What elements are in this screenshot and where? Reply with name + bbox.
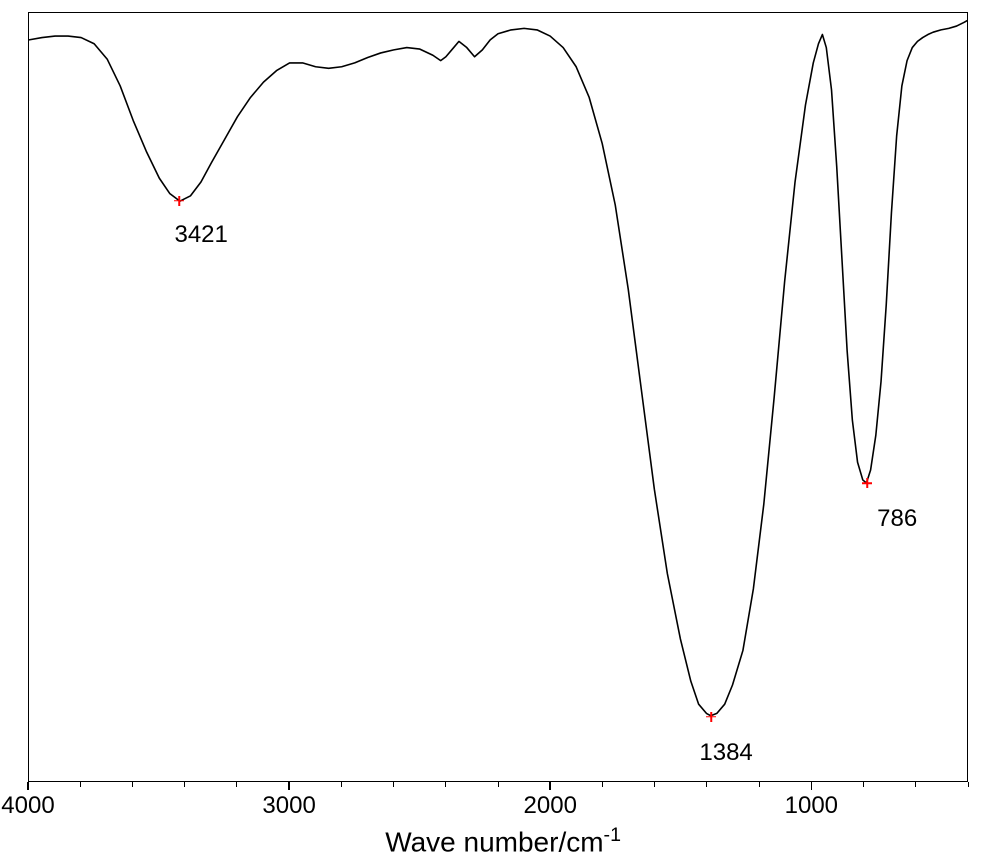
x-tick-label: 2000 bbox=[524, 792, 577, 820]
ir-spectrum-chart: 4000 3000 2000 1000 3421 1384 786 Wave number… bbox=[0, 0, 984, 864]
peak-label: 786 bbox=[877, 505, 917, 533]
peak-label: 3421 bbox=[174, 221, 227, 249]
x-axis-label-text: Wave number/cm bbox=[385, 826, 603, 857]
x-tick-minor bbox=[863, 782, 864, 787]
x-tick-label: 4000 bbox=[1, 792, 54, 820]
x-tick-label: 3000 bbox=[262, 792, 315, 820]
x-axis-label-sup: -1 bbox=[604, 824, 621, 846]
x-tick-minor bbox=[602, 782, 603, 787]
x-tick-minor bbox=[132, 782, 133, 787]
x-tick-minor bbox=[236, 782, 237, 787]
x-tick-minor bbox=[184, 782, 185, 787]
x-tick-minor bbox=[915, 782, 916, 787]
spectrum-line bbox=[29, 13, 967, 781]
x-tick-minor bbox=[393, 782, 394, 787]
peak-label: 1384 bbox=[699, 739, 752, 767]
x-tick-minor bbox=[759, 782, 760, 787]
x-tick-major bbox=[288, 782, 290, 790]
x-tick-minor bbox=[80, 782, 81, 787]
x-axis-label: Wave number/cm-1 bbox=[385, 824, 621, 858]
x-tick-minor bbox=[706, 782, 707, 787]
x-tick-major bbox=[811, 782, 813, 790]
plot-area bbox=[28, 12, 968, 782]
x-tick-major bbox=[549, 782, 551, 790]
x-tick-minor bbox=[654, 782, 655, 787]
x-tick-label: 1000 bbox=[785, 792, 838, 820]
x-tick-major bbox=[27, 782, 29, 790]
x-tick-minor bbox=[445, 782, 446, 787]
x-tick-minor bbox=[498, 782, 499, 787]
x-tick-minor bbox=[968, 782, 969, 787]
x-tick-minor bbox=[341, 782, 342, 787]
